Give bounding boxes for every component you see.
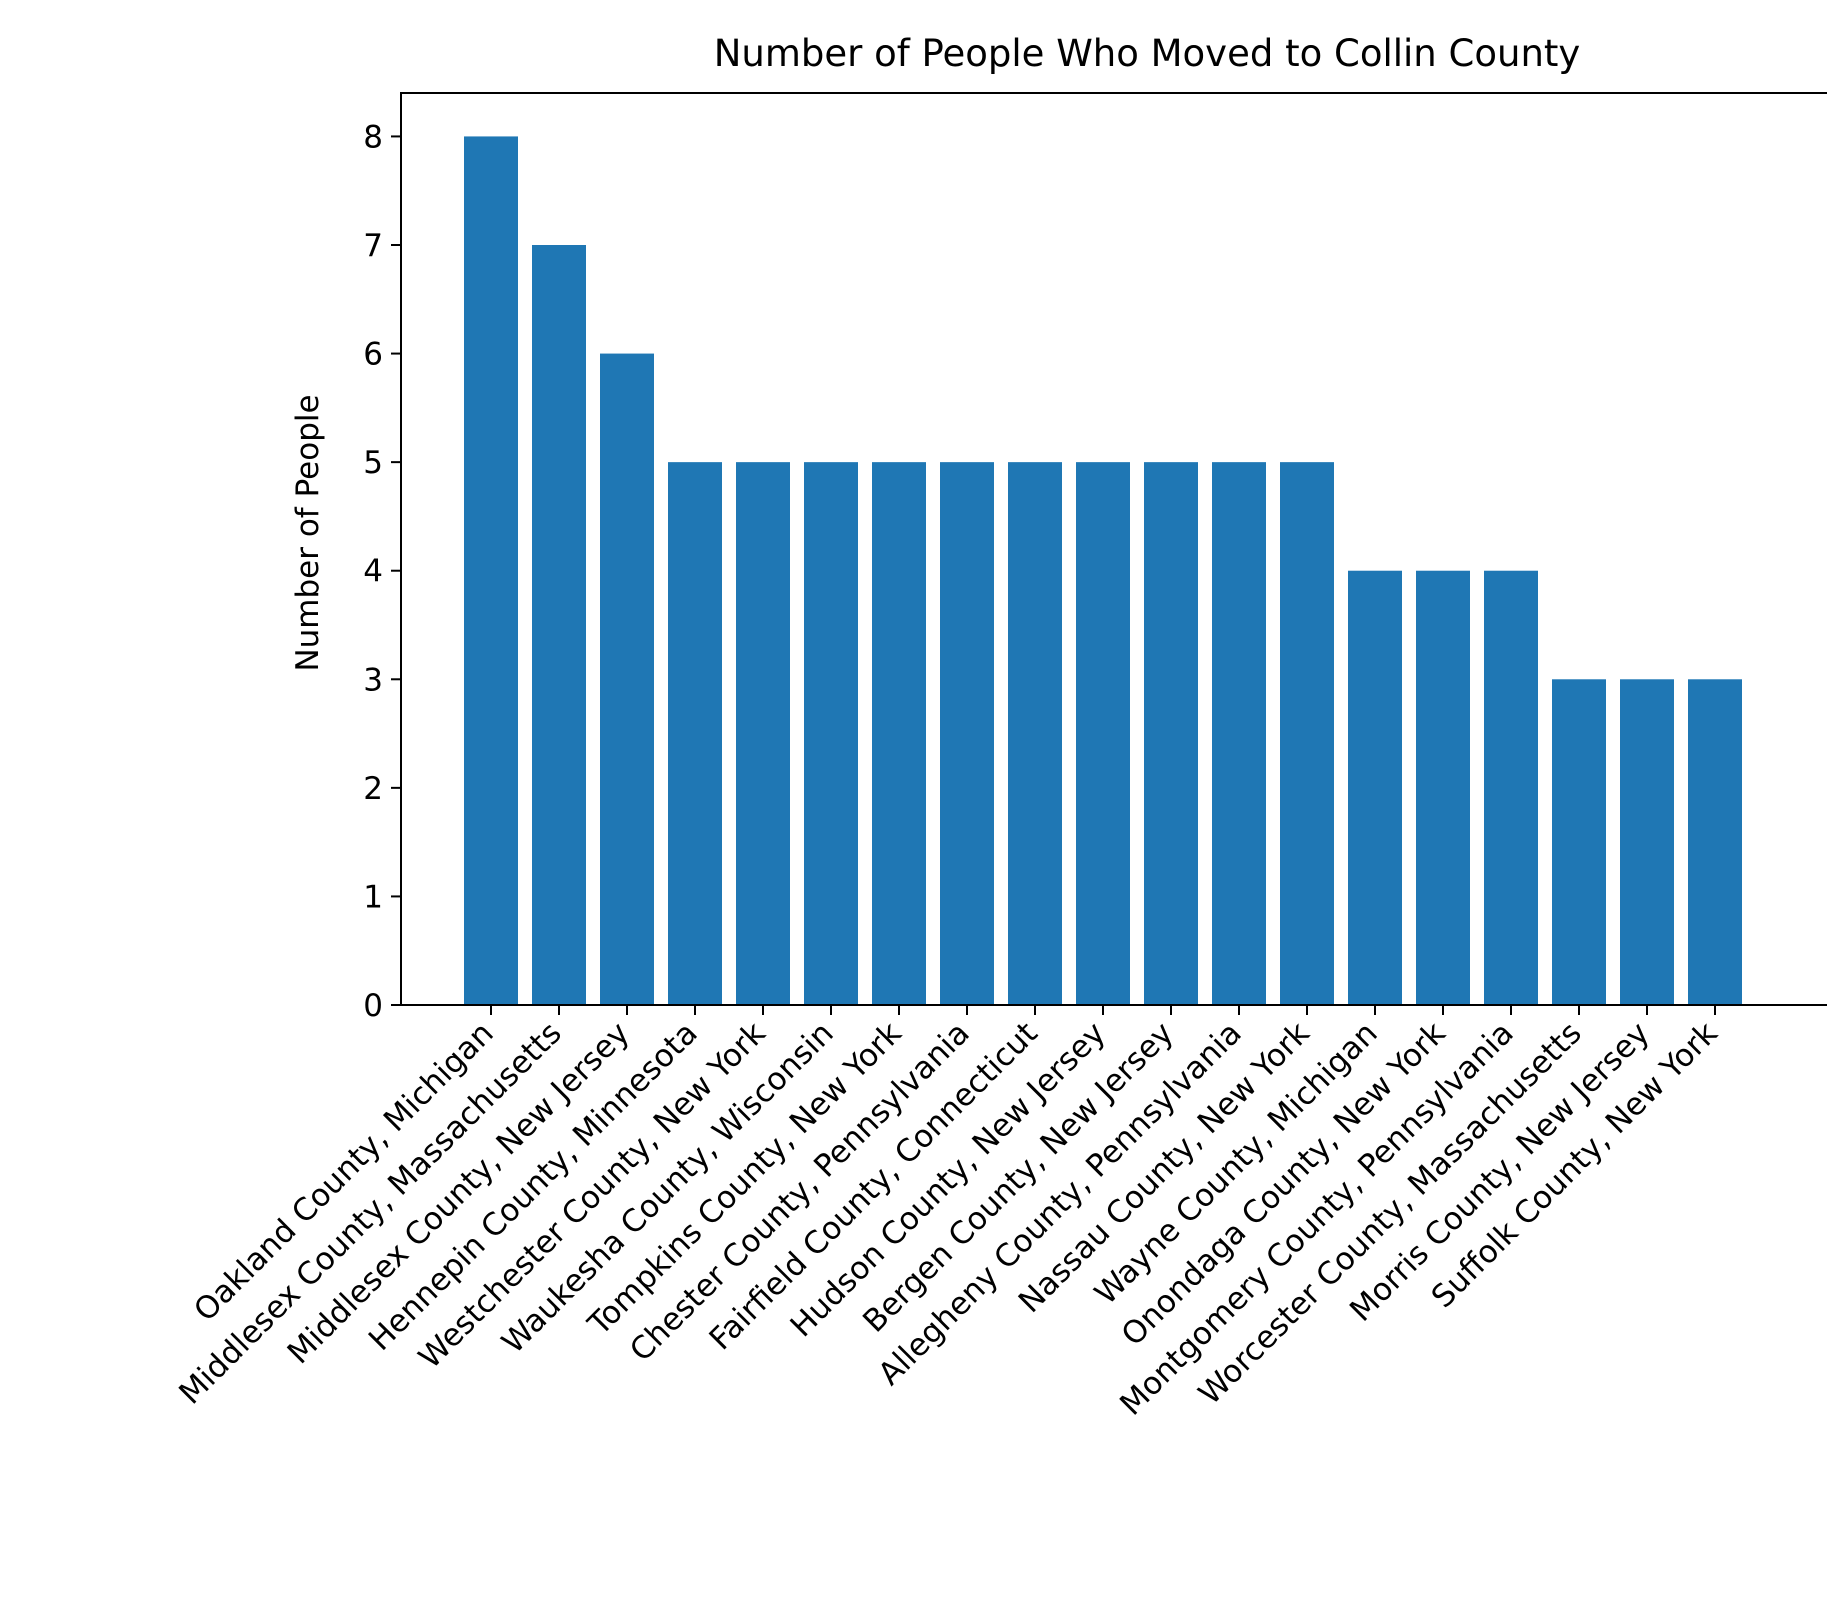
bar [872,462,926,1006]
y-tick-label: 8 [363,119,383,155]
y-tick-label: 6 [363,337,383,373]
y-tick-label: 0 [363,988,383,1024]
bar [736,462,790,1006]
y-tick-label: 4 [363,554,383,590]
bar [1484,570,1538,1005]
bar [1620,679,1674,1005]
bar [668,462,722,1006]
bar [600,353,654,1006]
y-axis-label: Number of People [290,394,326,671]
bar [1348,570,1402,1005]
y-tick-label: 2 [363,771,383,807]
bar [1008,462,1062,1006]
bar [1280,462,1334,1006]
bar [940,462,994,1006]
bar [1552,679,1606,1005]
plot-frame [400,92,1827,1006]
y-tick-label: 5 [363,445,383,481]
bars-layer [464,136,1742,1006]
bar [804,462,858,1006]
y-tick-label: 1 [363,879,383,915]
bar [1416,570,1470,1005]
bar [1144,462,1198,1006]
chart-title: Number of People Who Moved to Collin Cou… [714,32,1581,75]
bar [1212,462,1266,1006]
bar [1076,462,1130,1006]
bar [532,245,586,1005]
y-tick-label: 3 [363,662,383,698]
bar [1688,679,1742,1005]
y-tick-label: 7 [363,228,383,264]
y-axis: 0 1 2 3 4 5 6 7 8 [363,119,401,1024]
bar [464,136,518,1005]
